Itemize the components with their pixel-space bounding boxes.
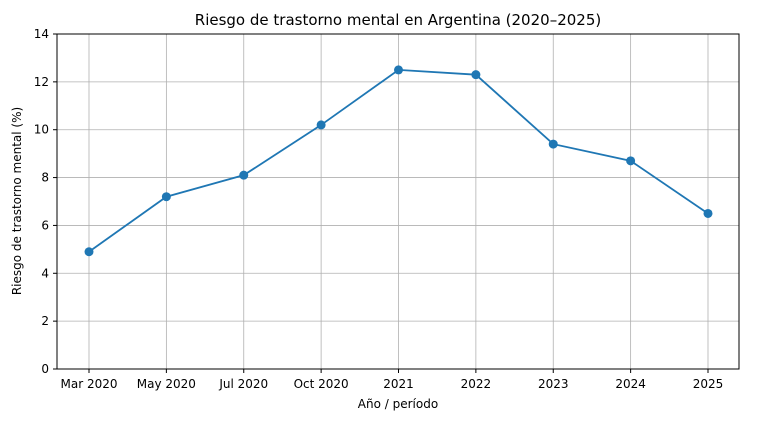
x-axis-ticks: Mar 2020 May 2020 Jul 2020 Oct 2020 2021 2022… [61,369,724,391]
y-tick-label: 0 [41,362,49,376]
x-axis-label: Año / período [358,397,438,411]
data-point [84,247,94,257]
x-tick-label: May 2020 [137,377,196,391]
chart-title: Riesgo de trastorno mental en Argentina … [195,11,601,29]
series [84,65,713,257]
x-tick-label: Jul 2020 [218,377,268,391]
y-axis-label: Riesgo de trastorno mental (%) [10,107,24,295]
y-tick-label: 8 [41,171,49,185]
x-tick-label: 2022 [461,377,492,391]
y-tick-label: 10 [34,123,49,137]
y-axis-ticks: 0 2 4 6 8 10 12 14 [34,27,57,376]
data-point [161,192,171,202]
data-point [471,70,481,80]
grid [57,33,739,370]
y-tick-label: 12 [34,75,49,89]
x-tick-label: 2021 [383,377,414,391]
x-tick-label: 2024 [615,377,646,391]
data-point [703,208,713,218]
x-tick-label: 2025 [693,377,724,391]
x-tick-label: 2023 [538,377,569,391]
data-point [548,139,558,149]
data-point [394,65,403,75]
y-tick-label: 2 [41,314,49,328]
x-tick-label: Oct 2020 [294,377,349,391]
data-point [239,170,249,180]
data-point [316,120,326,130]
y-tick-label: 6 [41,218,49,232]
y-tick-label: 4 [41,266,49,280]
y-tick-label: 14 [34,27,49,41]
data-point [626,156,636,166]
x-tick-label: Mar 2020 [61,377,118,391]
